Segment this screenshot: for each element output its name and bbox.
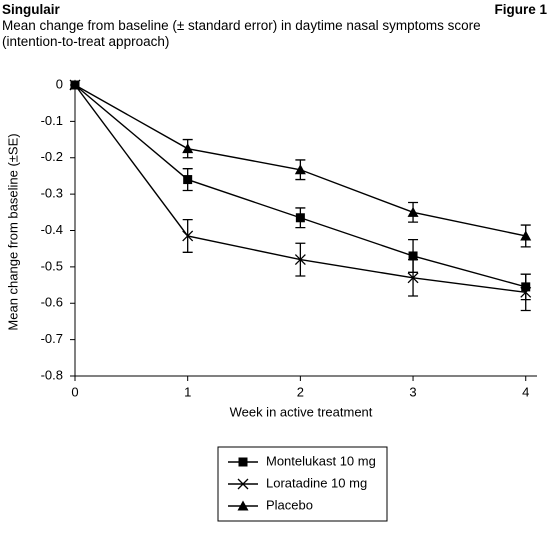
marker xyxy=(294,164,306,175)
legend-label: Placebo xyxy=(266,497,313,512)
legend-label: Loratadine 10 mg xyxy=(266,475,367,490)
marker xyxy=(408,251,418,261)
y-tick-label: -0.1 xyxy=(41,113,63,128)
legend-marker xyxy=(237,500,249,511)
chart-subtitle: Mean change from baseline (± standard er… xyxy=(2,18,481,49)
marker xyxy=(294,254,306,266)
figure-label: Figure 1 xyxy=(494,2,547,17)
y-tick-label: -0.4 xyxy=(41,222,63,237)
x-axis-label: Week in active treatment xyxy=(230,404,373,419)
x-tick-label: 1 xyxy=(184,384,191,399)
header: Singulair Figure 1 Mean change from base… xyxy=(2,2,547,50)
x-tick-label: 2 xyxy=(297,384,304,399)
legend-marker xyxy=(238,457,248,467)
marker xyxy=(295,213,305,223)
y-axis-label: Mean change from baseline (±SE) xyxy=(5,133,20,330)
x-tick-label: 0 xyxy=(71,384,78,399)
legend-label: Montelukast 10 mg xyxy=(266,453,376,468)
marker xyxy=(182,230,194,242)
y-tick-label: -0.7 xyxy=(41,331,63,346)
x-tick-label: 3 xyxy=(409,384,416,399)
marker xyxy=(520,230,532,241)
y-tick-label: -0.6 xyxy=(41,295,63,310)
y-tick-label: 0 xyxy=(56,76,63,91)
marker xyxy=(407,206,419,217)
legend-box xyxy=(217,446,388,522)
marker xyxy=(407,272,419,284)
marker xyxy=(520,286,532,298)
legend-marker xyxy=(237,478,249,490)
marker xyxy=(182,143,194,154)
x-tick-label: 4 xyxy=(522,384,529,399)
y-tick-label: -0.5 xyxy=(41,258,63,273)
y-tick-label: -0.2 xyxy=(41,149,63,164)
y-tick-label: -0.8 xyxy=(41,367,63,382)
marker xyxy=(69,79,81,90)
chart-title: Singulair xyxy=(2,2,60,17)
marker xyxy=(183,175,193,185)
y-tick-label: -0.3 xyxy=(41,186,63,201)
